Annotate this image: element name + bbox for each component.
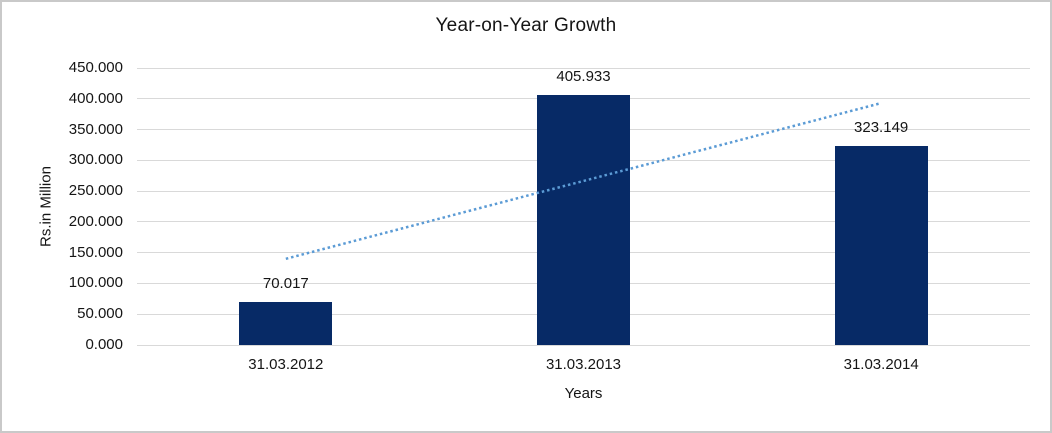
x-tick-label: 31.03.2012 [248,356,324,373]
y-tick-label: 0.000 [85,336,123,353]
x-tick-label: 31.03.2014 [843,356,919,373]
y-tick-label: 150.000 [68,243,123,261]
x-axis-title: Years [564,385,603,402]
y-tick-label: 200.000 [68,212,123,230]
bar-31.03.2014 [834,146,928,345]
bar-value-label: 405.933 [556,68,611,86]
y-tick-label: 400.000 [68,89,123,107]
y-axis-title: Rs.in Million [37,166,55,247]
y-tick-label: 300.000 [68,151,123,169]
x-tick-label: 31.03.2013 [545,356,622,373]
y-tick-label: 450.000 [68,59,123,76]
y-tick-label: 250.000 [68,182,123,200]
gridline [137,344,1030,346]
y-tick-label: 100.000 [68,274,123,292]
y-tick-label: 50.000 [77,305,123,323]
bar-value-label: 70.017 [262,274,309,292]
gridline [137,67,1030,69]
y-tick-label: 350.000 [68,120,123,138]
bar-31.03.2012 [239,301,333,345]
chart-title: Year-on-Year Growth [435,15,617,36]
bar-value-label: 323.149 [854,119,909,137]
bar-31.03.2013 [537,95,630,345]
